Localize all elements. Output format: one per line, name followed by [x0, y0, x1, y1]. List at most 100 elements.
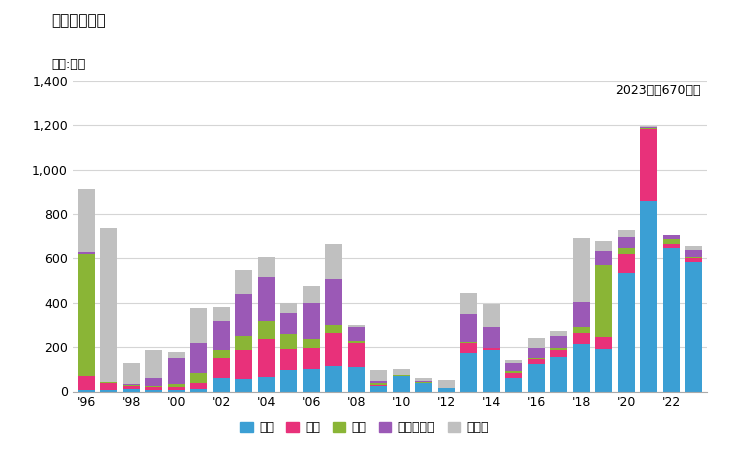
Bar	[573, 302, 590, 327]
Bar	[78, 189, 95, 252]
Bar	[416, 382, 432, 392]
Bar	[460, 343, 477, 353]
Bar	[505, 363, 522, 371]
Bar	[460, 314, 477, 342]
Bar	[528, 358, 545, 360]
Bar	[528, 360, 545, 364]
Bar	[123, 363, 140, 384]
Bar	[213, 378, 230, 392]
Bar	[640, 128, 657, 129]
Bar	[617, 248, 635, 254]
Bar	[460, 293, 477, 314]
Bar	[145, 378, 163, 386]
Bar	[550, 336, 567, 348]
Bar	[573, 327, 590, 333]
Bar	[281, 349, 297, 370]
Bar	[325, 333, 342, 366]
Bar	[145, 391, 163, 392]
Bar	[168, 352, 184, 358]
Bar	[235, 270, 252, 294]
Bar	[101, 382, 117, 391]
Bar	[145, 386, 163, 387]
Bar	[460, 353, 477, 392]
Bar	[370, 381, 387, 383]
Bar	[213, 358, 230, 378]
Bar	[303, 286, 320, 303]
Bar	[190, 373, 207, 382]
Bar	[145, 387, 163, 391]
Bar	[663, 235, 679, 239]
Bar	[393, 369, 410, 375]
Text: 2023年：670トン: 2023年：670トン	[615, 84, 701, 97]
Bar	[235, 336, 252, 351]
Bar	[370, 385, 387, 386]
Bar	[528, 338, 545, 347]
Bar	[596, 337, 612, 349]
Bar	[190, 308, 207, 343]
Bar	[663, 248, 679, 392]
Bar	[685, 262, 702, 392]
Bar	[325, 244, 342, 279]
Bar	[550, 351, 567, 357]
Bar	[460, 342, 477, 343]
Bar	[123, 385, 140, 386]
Bar	[393, 376, 410, 392]
Bar	[550, 331, 567, 336]
Bar	[123, 384, 140, 385]
Bar	[281, 313, 297, 334]
Bar	[145, 351, 163, 378]
Bar	[190, 389, 207, 392]
Bar	[617, 230, 635, 237]
Bar	[416, 381, 432, 382]
Bar	[303, 303, 320, 339]
Bar	[303, 348, 320, 369]
Bar	[213, 320, 230, 351]
Bar	[416, 378, 432, 381]
Bar	[505, 373, 522, 378]
Bar	[640, 127, 657, 128]
Bar	[213, 307, 230, 320]
Bar	[640, 129, 657, 201]
Bar	[101, 229, 117, 382]
Bar	[235, 379, 252, 392]
Bar	[617, 273, 635, 392]
Bar	[258, 320, 275, 339]
Bar	[370, 370, 387, 381]
Bar	[596, 349, 612, 392]
Bar	[348, 343, 364, 367]
Bar	[101, 391, 117, 392]
Bar	[483, 351, 499, 392]
Bar	[640, 126, 657, 127]
Bar	[348, 327, 364, 341]
Bar	[78, 391, 95, 392]
Bar	[505, 360, 522, 363]
Bar	[573, 333, 590, 344]
Bar	[348, 367, 364, 392]
Bar	[685, 251, 702, 256]
Bar	[573, 344, 590, 392]
Text: 輸出量の推移: 輸出量の推移	[51, 14, 106, 28]
Bar	[393, 375, 410, 376]
Legend: 中国, タイ, 韓国, フィリピン, その他: 中国, タイ, 韓国, フィリピン, その他	[235, 416, 494, 439]
Bar	[685, 247, 702, 251]
Bar	[550, 348, 567, 351]
Bar	[483, 304, 499, 327]
Bar	[573, 238, 590, 302]
Bar	[78, 252, 95, 254]
Bar	[325, 325, 342, 333]
Bar	[78, 376, 95, 391]
Bar	[235, 294, 252, 336]
Bar	[483, 327, 499, 347]
Bar	[325, 366, 342, 392]
Bar	[528, 364, 545, 392]
Bar	[281, 303, 297, 313]
Bar	[258, 257, 275, 277]
Bar	[617, 237, 635, 248]
Bar	[213, 351, 230, 358]
Bar	[258, 339, 275, 377]
Bar	[281, 334, 297, 349]
Bar	[505, 371, 522, 373]
Bar	[303, 339, 320, 348]
Bar	[483, 348, 499, 351]
Bar	[235, 351, 252, 379]
